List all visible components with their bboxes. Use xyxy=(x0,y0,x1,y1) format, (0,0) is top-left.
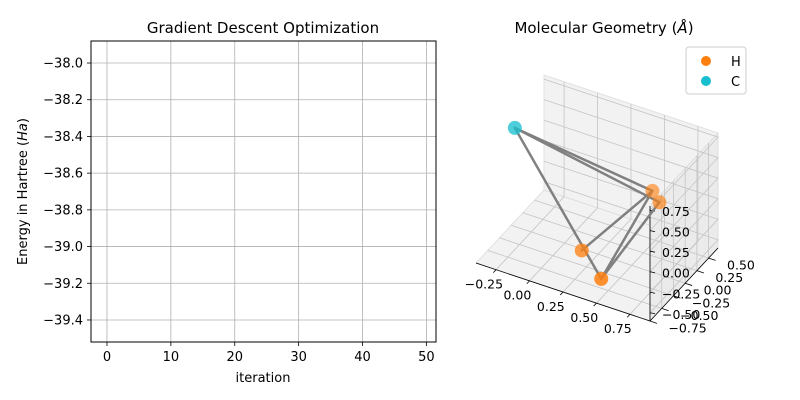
z-tick-label: 0.75 xyxy=(662,204,690,219)
energy-plot-x-tick-label: 10 xyxy=(163,350,180,365)
y-tick-label: 0.25 xyxy=(715,270,743,285)
x-tick-label: 0.25 xyxy=(537,299,565,314)
energy-plot-x-tick-label: 50 xyxy=(418,350,435,365)
energy-plot-y-tick-label: −38.0 xyxy=(43,57,83,72)
z-tick-label: 0.50 xyxy=(662,225,690,240)
x-gridline xyxy=(495,81,565,270)
x-tick-mark xyxy=(626,314,631,318)
y-tick-mark xyxy=(673,295,681,299)
energy-plot-y-label-unit: Ha xyxy=(16,123,31,141)
atom-h-marker xyxy=(645,183,660,198)
x-gridline xyxy=(562,104,632,293)
y-tick-label: −0.75 xyxy=(668,320,706,335)
bond-line xyxy=(580,189,654,252)
energy-plot-y-label: Energy in Hartree (Ha) xyxy=(16,118,31,265)
bond-line xyxy=(599,201,661,281)
energy-plot-y-tick-label: −38.2 xyxy=(43,93,83,108)
atom-h-marker xyxy=(652,195,667,210)
energy-plot-y-tick-label: −39.0 xyxy=(43,240,83,255)
geometry-plot-atoms xyxy=(507,120,667,286)
energy-plot-frame xyxy=(90,40,437,343)
x-tick-label: 0.75 xyxy=(604,321,632,336)
z-gridline xyxy=(543,119,719,252)
y-tick-mark xyxy=(661,308,669,312)
x-gridline xyxy=(529,92,598,282)
energy-plot-x-tick-label: 20 xyxy=(226,350,243,365)
legend-label-c: C xyxy=(731,75,740,90)
y-axis-line xyxy=(649,247,719,322)
y-tick-mark xyxy=(649,320,658,324)
energy-plot-x-label: iteration xyxy=(236,371,291,386)
z-tick-mark xyxy=(649,291,656,294)
energy-plot-y-tick-label: −38.6 xyxy=(43,167,83,182)
z-tick-mark xyxy=(649,271,656,274)
z-gridline xyxy=(543,160,719,293)
legend-box xyxy=(685,46,747,95)
x-tick-label: 0.50 xyxy=(570,310,598,325)
energy-plot-grid xyxy=(91,41,436,342)
x-gridline xyxy=(596,115,665,304)
energy-plot-x-tick-label: 40 xyxy=(354,350,371,365)
energy-plot-x-tick-label: 0 xyxy=(103,350,111,365)
z-tick-label: −0.50 xyxy=(662,307,700,322)
bond-line xyxy=(599,189,654,281)
legend-marker-c xyxy=(701,76,711,86)
y-tick-label: −0.25 xyxy=(692,295,730,310)
legend-label-h: H xyxy=(731,55,741,70)
atom-h-marker xyxy=(594,271,609,286)
energy-plot-y-tick-label: −38.4 xyxy=(43,130,83,145)
y-tick-label: 0.50 xyxy=(727,258,755,273)
geometry-plot-grid xyxy=(475,78,719,322)
x-tick-mark xyxy=(593,302,597,307)
geometry-plot-axes: −0.250.000.250.500.75 −0.75−0.50−0.250.00… xyxy=(465,204,755,336)
geometry-plot-title-unit: Å xyxy=(676,18,687,37)
y-tick-label: 0.00 xyxy=(704,283,732,298)
x-axis-line xyxy=(475,262,651,322)
atom-c-marker xyxy=(507,120,522,135)
geometry-plot-title: Molecular Geometry (Å) xyxy=(514,18,693,37)
energy-plot-x-ticks: 0 10 20 30 40 50 xyxy=(103,342,435,365)
z-tick-mark xyxy=(649,230,656,233)
geometry-plot: Molecular Geometry (Å) −0.250.000.250.50… xyxy=(465,18,755,336)
x-tick-mark xyxy=(559,291,564,296)
x-tick-label: 0.00 xyxy=(503,288,531,303)
z-tick-mark xyxy=(649,250,656,253)
geometry-plot-title-text: Molecular Geometry ( xyxy=(514,19,677,37)
z-tick-mark xyxy=(649,312,656,315)
x-tick-mark xyxy=(526,280,530,285)
energy-plot-x-tick-label: 30 xyxy=(290,350,307,365)
energy-plot-y-label-text: Energy in Hartree ( xyxy=(16,141,31,265)
y-tick-mark xyxy=(696,270,704,274)
y-tick-mark xyxy=(708,257,716,261)
energy-plot-y-tick-label: −39.2 xyxy=(43,277,83,292)
z-gridline xyxy=(543,181,719,314)
x-tick-label: −0.25 xyxy=(465,276,503,291)
y-tick-label: −0.50 xyxy=(680,308,718,323)
geometry-plot-legend: H C xyxy=(685,46,747,95)
z-gridline xyxy=(543,78,719,211)
energy-plot-y-ticks: −38.0 −38.2 −38.4 −38.6 −38.8 −39.0 −39.2 −39.4 xyxy=(43,57,91,328)
legend-marker-h xyxy=(701,56,711,66)
z-tick-label: 0.00 xyxy=(662,266,690,281)
x-tick-mark xyxy=(493,269,497,273)
z-gridline xyxy=(543,99,719,231)
energy-plot-y-label-close: ) xyxy=(16,118,31,123)
z-tick-label: −0.25 xyxy=(662,286,700,301)
z-gridline xyxy=(543,140,719,272)
y-tick-mark xyxy=(685,282,693,286)
geometry-plot-title-close: ) xyxy=(688,19,694,37)
energy-plot-title: Gradient Descent Optimization xyxy=(147,19,379,37)
energy-plot: Gradient Descent Optimization 0 10 20 30 40 5… xyxy=(16,19,437,386)
z-tick-label: 0.25 xyxy=(662,245,690,260)
bond-line xyxy=(513,126,661,204)
energy-plot-y-tick-label: −39.4 xyxy=(43,313,83,328)
atom-h-marker xyxy=(574,243,589,258)
energy-plot-y-tick-label: −38.8 xyxy=(43,203,83,218)
